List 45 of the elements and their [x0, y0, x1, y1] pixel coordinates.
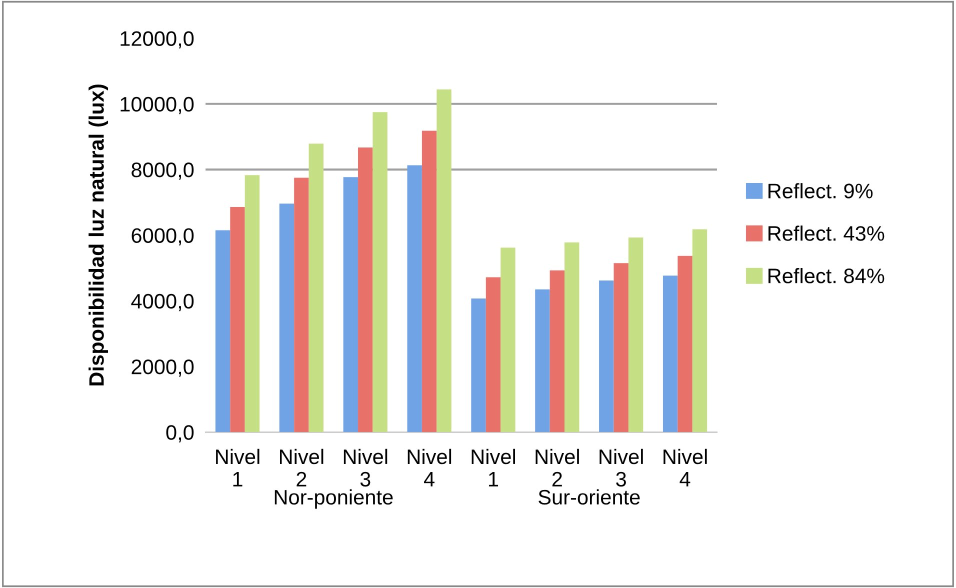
y-tick-label: 12000,0	[120, 31, 194, 48]
bar	[486, 277, 501, 432]
x-tick-label: Nivel 4	[664, 448, 707, 486]
bar	[614, 263, 628, 432]
bar	[308, 144, 324, 432]
y-tick-label: 8000,0	[132, 162, 194, 180]
x-tick-label: Nivel 3	[344, 448, 388, 487]
legend-label: Reflect. 84%	[768, 268, 884, 284]
y-tick-label: 2000,0	[132, 360, 194, 377]
y-tick-label: 6000,0	[132, 228, 194, 246]
x-tick-label: Nivel 2	[536, 448, 579, 486]
bar	[244, 175, 260, 432]
bar	[535, 289, 550, 432]
bar	[471, 298, 486, 432]
x-tick-label: Nivel 1	[472, 448, 515, 486]
bar	[564, 242, 580, 432]
legend-label: Reflect. 43%	[768, 226, 884, 241]
bar	[358, 148, 373, 432]
y-tick-label: 4000,0	[131, 294, 194, 312]
bar	[678, 256, 692, 432]
bar	[628, 238, 644, 432]
bar	[692, 229, 708, 432]
y-tick-label: 0,0	[166, 425, 194, 442]
bar	[550, 270, 565, 432]
bar	[407, 165, 422, 432]
y-tick-label: 10000,0	[120, 96, 194, 114]
bar	[230, 206, 245, 432]
bar	[500, 248, 516, 432]
bar	[294, 178, 309, 432]
bar	[599, 280, 614, 432]
bar	[215, 230, 230, 432]
bar	[343, 177, 358, 432]
bar	[422, 130, 437, 432]
y-axis-title: Disponibilidad luz natural (lux)	[88, 84, 108, 386]
x-tick-label: Nivel 3	[600, 448, 643, 487]
text: Nor-poniente	[274, 489, 393, 509]
text: Sur-oriente	[538, 489, 640, 505]
bar	[436, 89, 452, 432]
x-tick-label: Nivel 4	[408, 448, 452, 486]
bar	[662, 276, 678, 432]
bar	[372, 112, 388, 432]
x-tick-label: Nivel 2	[280, 448, 324, 486]
x-tick-label: Nivel 1	[216, 448, 260, 486]
legend-label: Reflect. 9%	[768, 183, 873, 198]
bar	[279, 204, 294, 432]
